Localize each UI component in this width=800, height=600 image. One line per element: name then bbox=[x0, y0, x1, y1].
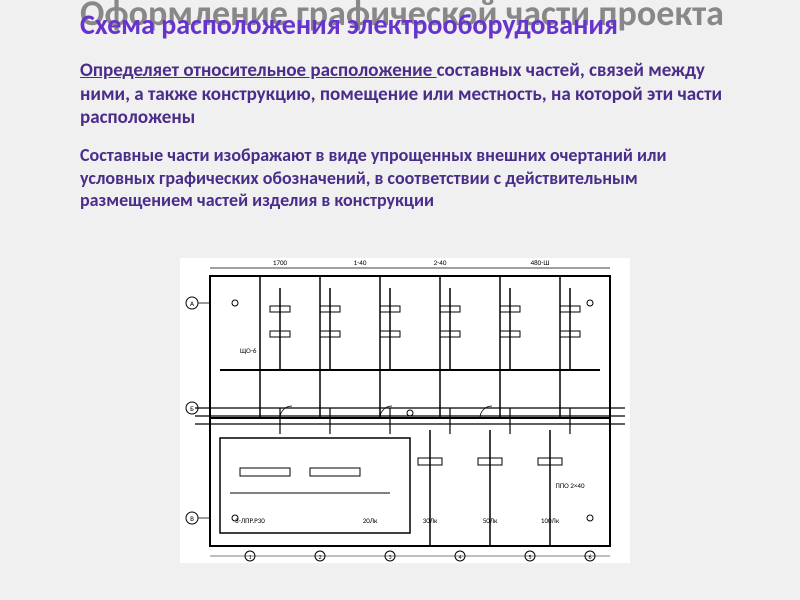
svg-text:2-40: 2-40 bbox=[434, 258, 447, 267]
svg-text:1700: 1700 bbox=[273, 258, 288, 267]
svg-text:6: 6 bbox=[588, 553, 591, 561]
svg-text:В: В bbox=[190, 514, 194, 523]
svg-text:ППО 2×40: ППО 2×40 bbox=[555, 481, 585, 490]
svg-text:Б: Б bbox=[190, 404, 194, 413]
svg-text:20Лк: 20Лк bbox=[363, 516, 378, 525]
svg-text:А: А bbox=[190, 299, 195, 308]
floor-plan-diagram: 1700 1-40 2-40 480-Ш А Б В 1 2 3 4 5 6 ЩО-6 3-ЛПР.Р30 2… bbox=[180, 258, 630, 563]
svg-text:30Лк: 30Лк bbox=[423, 516, 438, 525]
svg-text:480-Ш: 480-Ш bbox=[531, 258, 550, 267]
svg-text:3-ЛПР.Р30: 3-ЛПР.Р30 bbox=[235, 516, 265, 525]
definition-paragraph: Определяет относительное расположение со… bbox=[80, 59, 740, 130]
svg-text:5: 5 bbox=[528, 553, 531, 561]
svg-text:1: 1 bbox=[248, 553, 251, 561]
description-paragraph: Составные части изображают в виде упроще… bbox=[80, 144, 740, 212]
slide-title: Схема расположения электрооборудования bbox=[80, 0, 740, 41]
definition-key-phrase: Определяет относительное расположение bbox=[80, 59, 437, 82]
svg-text:4: 4 bbox=[458, 553, 461, 561]
svg-text:1-40: 1-40 bbox=[354, 258, 367, 267]
svg-text:50Лк: 50Лк bbox=[483, 516, 498, 525]
svg-text:100Лк: 100Лк bbox=[541, 516, 560, 525]
svg-text:ЩО-6: ЩО-6 bbox=[240, 346, 257, 355]
svg-text:3: 3 bbox=[388, 553, 391, 561]
svg-text:2: 2 bbox=[318, 553, 321, 561]
